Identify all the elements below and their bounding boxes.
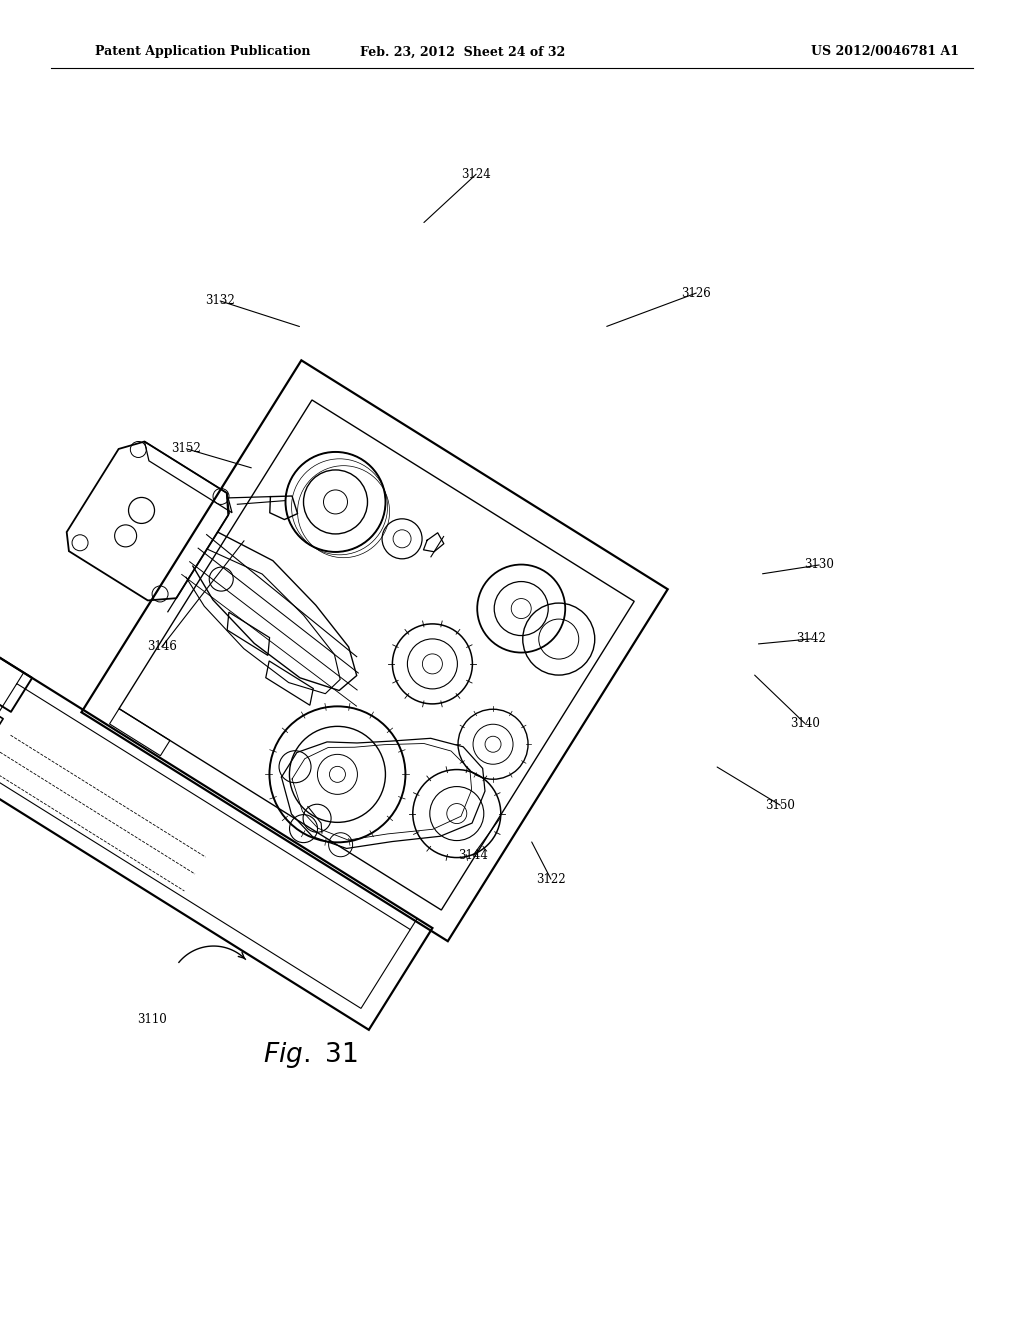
Text: 3142: 3142 — [796, 632, 826, 645]
Text: 3124: 3124 — [461, 168, 492, 181]
Text: 3110: 3110 — [136, 1012, 167, 1026]
Text: 3152: 3152 — [171, 442, 202, 455]
Text: 3140: 3140 — [790, 717, 820, 730]
Text: 3132: 3132 — [205, 294, 236, 308]
Text: 3144: 3144 — [458, 849, 488, 862]
Text: 3122: 3122 — [537, 873, 565, 886]
Text: Patent Application Publication: Patent Application Publication — [95, 45, 310, 58]
Text: US 2012/0046781 A1: US 2012/0046781 A1 — [811, 45, 959, 58]
Text: $\it{Fig.\ 31}$: $\it{Fig.\ 31}$ — [263, 1040, 357, 1071]
Text: 3126: 3126 — [681, 286, 712, 300]
Text: 3130: 3130 — [804, 558, 835, 572]
Text: Feb. 23, 2012  Sheet 24 of 32: Feb. 23, 2012 Sheet 24 of 32 — [360, 45, 565, 58]
Text: 3150: 3150 — [765, 799, 796, 812]
Text: 3146: 3146 — [146, 640, 177, 653]
